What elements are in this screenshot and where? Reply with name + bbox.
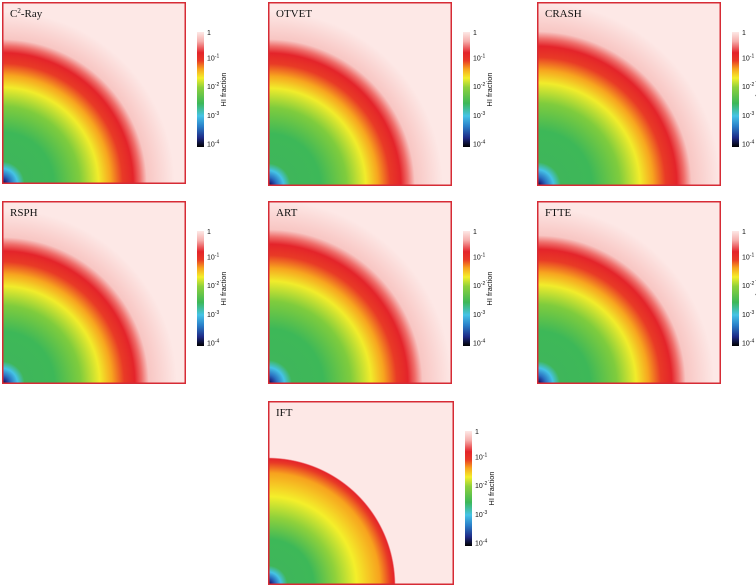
colorbar-tick-label: 10-2 — [473, 82, 485, 91]
panel-c2ray: C2-Ray 1 10-1 10-2 10-3 10-4 HI fraction — [2, 2, 228, 184]
panel-otvet: OTVET 1 10-1 10-2 10-3 10-4 HI fraction — [268, 2, 494, 186]
panel-ftte: FTTE 1 10-1 10-2 10-3 10-4 HI fraction — [537, 201, 756, 384]
colorbar-axis-label: HI fraction — [219, 271, 228, 305]
panel-frame — [537, 2, 721, 186]
ionization-map — [268, 2, 452, 186]
colorbar-tick-label: 10-1 — [473, 53, 485, 62]
colorbar-tick-label: 10-2 — [742, 82, 754, 91]
panel-crash: CRASH 1 10-1 10-2 10-3 10-4 HI fraction — [537, 2, 756, 186]
colorbar-tick-label: 10-3 — [207, 310, 219, 319]
colorbar-tick-label: 10-4 — [207, 339, 219, 348]
colorbar-tick-label: 10-3 — [475, 510, 487, 519]
colorbar — [732, 231, 739, 346]
colorbar-axis-label: HI fraction — [487, 471, 496, 505]
colorbar-tick-label: 10-1 — [742, 53, 754, 62]
ionization-map — [2, 201, 186, 384]
colorbar-tick-label: 10-4 — [475, 539, 487, 548]
colorbar — [732, 32, 739, 147]
panel-title: CRASH — [545, 8, 582, 20]
colorbar-tick-label: 1 — [207, 30, 211, 37]
panel-ift: IFT 1 10-1 10-2 10-3 10-4 HI fraction — [268, 401, 496, 585]
panel-frame — [268, 401, 454, 585]
colorbar-tick-label: 1 — [742, 229, 746, 236]
colorbar-tick-label: 1 — [742, 30, 746, 37]
colorbar — [463, 231, 470, 346]
colorbar — [465, 431, 472, 546]
colorbar-tick-label: 10-1 — [207, 252, 219, 261]
colorbar-tick-label: 10-4 — [473, 339, 485, 348]
ionization-map — [537, 2, 721, 186]
ionization-map — [268, 454, 399, 585]
panel-art: ART 1 10-1 10-2 10-3 10-4 HI fraction — [268, 201, 494, 384]
colorbar-axis-label: HI fraction — [754, 72, 756, 106]
ionization-map — [2, 2, 186, 184]
colorbar-tick-label: 10-4 — [207, 140, 219, 149]
colorbar-tick-label: 10-2 — [473, 281, 485, 290]
colorbar-tick-label: 10-2 — [742, 281, 754, 290]
panel-title: RSPH — [10, 207, 38, 219]
colorbar-tick-label: 10-1 — [475, 452, 487, 461]
colorbar-tick-label: 10-4 — [742, 339, 754, 348]
colorbar-tick-label: 10-4 — [742, 140, 754, 149]
colorbar-tick-label: 10-3 — [742, 111, 754, 120]
colorbar — [197, 231, 204, 346]
colorbar-axis-label: HI fraction — [219, 72, 228, 106]
colorbar-tick-label: 10-3 — [207, 111, 219, 120]
colorbar — [463, 32, 470, 147]
panel-rsph: RSPH 1 10-1 10-2 10-3 10-4 HI fraction — [2, 201, 228, 384]
colorbar — [197, 32, 204, 147]
ionization-map — [537, 201, 721, 384]
panel-title: OTVET — [276, 8, 312, 20]
colorbar-tick-label: 10-4 — [473, 140, 485, 149]
panel-frame — [2, 201, 186, 384]
colorbar-tick-label: 10-1 — [473, 252, 485, 261]
colorbar-axis-label: HI fraction — [485, 271, 494, 305]
colorbar-tick-label: 1 — [207, 229, 211, 236]
colorbar-axis-label: HI fraction — [485, 72, 494, 106]
colorbar-tick-label: 10-3 — [742, 310, 754, 319]
panel-frame — [537, 201, 721, 384]
colorbar-tick-label: 1 — [473, 229, 477, 236]
panel-frame — [268, 201, 452, 384]
ionization-map — [268, 201, 452, 384]
panel-title: ART — [276, 207, 298, 219]
colorbar-tick-label: 10-2 — [207, 82, 219, 91]
colorbar-tick-label: 1 — [475, 429, 479, 436]
colorbar-tick-label: 10-3 — [473, 310, 485, 319]
colorbar-axis-label: HI fraction — [754, 271, 756, 305]
panel-title: C2-Ray — [10, 7, 43, 20]
colorbar-tick-label: 10-1 — [742, 252, 754, 261]
colorbar-tick-label: 10-2 — [475, 481, 487, 490]
colorbar-tick-label: 10-3 — [473, 111, 485, 120]
colorbar-tick-label: 10-2 — [207, 281, 219, 290]
panel-title: IFT — [276, 407, 293, 419]
panel-title: FTTE — [545, 207, 572, 219]
colorbar-tick-label: 1 — [473, 30, 477, 37]
colorbar-tick-label: 10-1 — [207, 53, 219, 62]
panel-frame — [2, 2, 186, 184]
panel-frame — [268, 2, 452, 186]
